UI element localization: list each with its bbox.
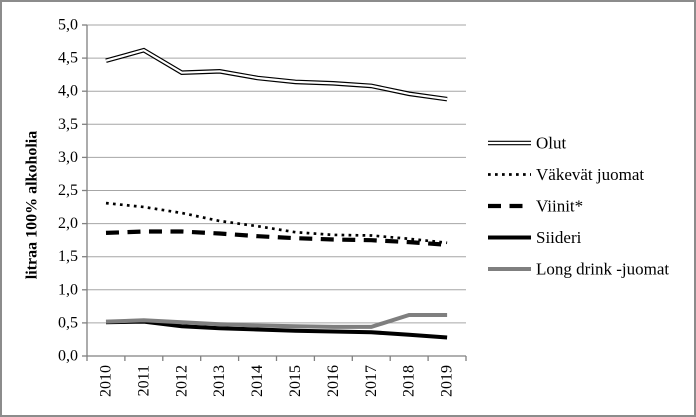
- legend-item-long-drink-juomat: Long drink -juomat: [488, 260, 669, 279]
- y-tick-label: 5,0: [58, 17, 78, 34]
- x-tick-label: 2018: [401, 365, 418, 397]
- legend-label: Long drink -juomat: [536, 260, 669, 279]
- legend-item-siideri: Siideri: [488, 228, 582, 247]
- legend-item-olut: Olut: [488, 134, 567, 153]
- x-tick-label: 2013: [211, 365, 228, 397]
- x-tick-label: 2010: [98, 365, 115, 397]
- x-tick-label: 2011: [135, 365, 152, 396]
- y-axis-title: litraa 100% alkoholia: [24, 131, 41, 279]
- series-line-olut: [105, 47, 448, 102]
- x-tick-label: 2016: [325, 365, 342, 397]
- x-tick-label: 2012: [173, 365, 190, 397]
- legend-label: Viinit*: [536, 197, 583, 216]
- x-tick-label: 2017: [363, 365, 380, 397]
- series-line-long-drink-juomat: [105, 313, 448, 329]
- y-tick-label: 4,0: [58, 83, 78, 100]
- y-tick-label: 0,5: [58, 314, 78, 331]
- series-line-v-kev-t-juomat: [105, 201, 448, 245]
- legend-label: Olut: [536, 134, 567, 153]
- y-tick-label: 3,0: [58, 149, 78, 166]
- axes: 0,0 0,5 1,0 1,5 2,0 2,5 3,0 3,5 4,0 4,5 5,0 2010 201…: [58, 17, 467, 397]
- y-tick-label: 0,0: [58, 348, 78, 365]
- legend-label: Väkevät juomat: [536, 165, 644, 184]
- x-tick-label: 2015: [287, 365, 304, 397]
- y-tick-label: 1,0: [58, 281, 78, 298]
- y-tick-label: 3,5: [58, 116, 78, 133]
- legend: Olut Väkevät juomat Viinit* Siideri Long dri…: [488, 134, 669, 279]
- series-line-siideri: [105, 319, 448, 340]
- y-tick-label: 2,0: [58, 215, 78, 232]
- series-lines: [105, 47, 448, 340]
- legend-item-v-kev-t-juomat: Väkevät juomat: [488, 165, 644, 184]
- x-tick-label: 2014: [249, 365, 266, 397]
- legend-item-viinit: Viinit*: [488, 197, 583, 216]
- x-tick-label: 2019: [439, 365, 456, 397]
- legend-label: Siideri: [536, 228, 582, 247]
- series-line-viinit: [105, 229, 448, 247]
- y-tick-label: 4,5: [58, 50, 78, 67]
- y-tick-label: 1,5: [58, 248, 78, 265]
- y-tick-label: 2,5: [58, 182, 78, 199]
- gridlines: [87, 24, 466, 324]
